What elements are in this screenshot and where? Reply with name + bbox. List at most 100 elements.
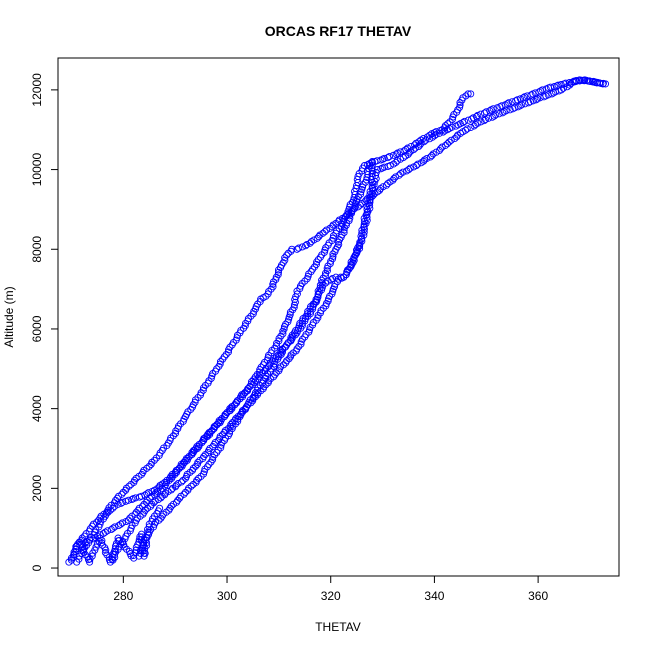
data-point <box>150 456 158 464</box>
data-point <box>314 293 322 301</box>
data-point <box>420 138 428 146</box>
data-point <box>220 353 228 361</box>
data-point <box>200 452 208 461</box>
data-point <box>527 91 535 99</box>
data-point <box>274 268 283 276</box>
data-point <box>180 490 188 498</box>
data-point <box>599 80 607 88</box>
data-point <box>328 274 337 283</box>
data-point <box>439 128 447 136</box>
data-point <box>474 119 482 127</box>
data-point <box>142 539 151 547</box>
data-point <box>379 155 387 163</box>
data-point <box>477 118 485 126</box>
data-point <box>216 432 224 441</box>
data-point <box>146 494 154 502</box>
data-point <box>486 107 494 115</box>
data-point <box>414 160 422 168</box>
data-point <box>286 308 294 316</box>
data-point <box>456 101 464 109</box>
data-point <box>265 351 273 359</box>
data-point <box>226 407 234 415</box>
data-point <box>137 530 146 538</box>
data-point <box>529 97 537 105</box>
data-point <box>397 170 405 178</box>
data-point <box>370 180 378 189</box>
y-tick-label: 12000 <box>30 73 44 107</box>
data-point <box>489 105 497 113</box>
data-point <box>410 146 418 154</box>
x-tick-label: 280 <box>113 589 133 603</box>
data-point <box>406 164 414 172</box>
y-tick-label: 4000 <box>30 395 44 422</box>
data-point <box>525 99 533 107</box>
data-point <box>353 197 361 205</box>
data-point <box>562 79 570 87</box>
data-point <box>174 480 182 488</box>
data-point <box>350 256 358 264</box>
x-tick-label: 300 <box>217 589 237 603</box>
data-point <box>188 450 196 459</box>
data-point <box>392 173 400 181</box>
data-point <box>250 379 258 387</box>
data-point <box>209 453 217 461</box>
data-point <box>298 335 307 343</box>
data-point <box>111 502 119 510</box>
data-point <box>199 386 207 394</box>
data-point <box>354 247 362 255</box>
data-point <box>201 465 209 473</box>
data-point <box>472 113 481 121</box>
data-point <box>368 162 376 170</box>
data-point <box>392 150 400 158</box>
data-point <box>115 521 123 530</box>
data-point <box>291 298 299 306</box>
data-point <box>91 546 99 554</box>
data-point <box>193 444 202 453</box>
data-point <box>189 401 197 409</box>
data-point <box>106 506 114 514</box>
data-point <box>569 78 577 86</box>
data-point <box>343 266 352 274</box>
data-point <box>467 90 475 98</box>
data-point <box>226 343 234 351</box>
data-point <box>209 442 217 451</box>
data-point <box>335 240 343 249</box>
data-point <box>290 303 298 311</box>
data-point <box>310 236 318 244</box>
data-point <box>206 429 214 437</box>
data-point <box>272 273 280 281</box>
data-point <box>217 444 225 452</box>
data-point <box>340 228 348 237</box>
data-point <box>80 546 88 554</box>
data-point <box>287 351 295 359</box>
data-point <box>98 541 106 549</box>
data-point <box>469 114 477 122</box>
data-point <box>144 528 152 536</box>
data-point <box>143 541 151 550</box>
data-point <box>104 508 112 516</box>
data-point <box>86 536 94 544</box>
data-point <box>356 244 364 253</box>
data-point <box>285 355 293 363</box>
data-point <box>512 97 520 105</box>
data-point <box>314 256 322 264</box>
data-point <box>601 80 610 88</box>
data-point <box>192 462 200 470</box>
data-point <box>117 499 125 507</box>
data-point <box>428 152 436 160</box>
data-point <box>445 138 453 146</box>
data-point <box>351 202 359 210</box>
data-point <box>125 482 133 490</box>
data-point <box>275 334 283 343</box>
data-point <box>189 464 197 472</box>
y-axis: 0 2000 4000 6000 8000 10000 12000 <box>30 73 59 571</box>
data-point <box>557 81 565 89</box>
data-point <box>329 255 337 263</box>
data-point <box>553 82 561 90</box>
data-point <box>280 325 288 333</box>
data-point <box>448 115 456 123</box>
data-point <box>262 365 270 373</box>
data-point <box>157 486 165 494</box>
data-point <box>321 269 330 277</box>
